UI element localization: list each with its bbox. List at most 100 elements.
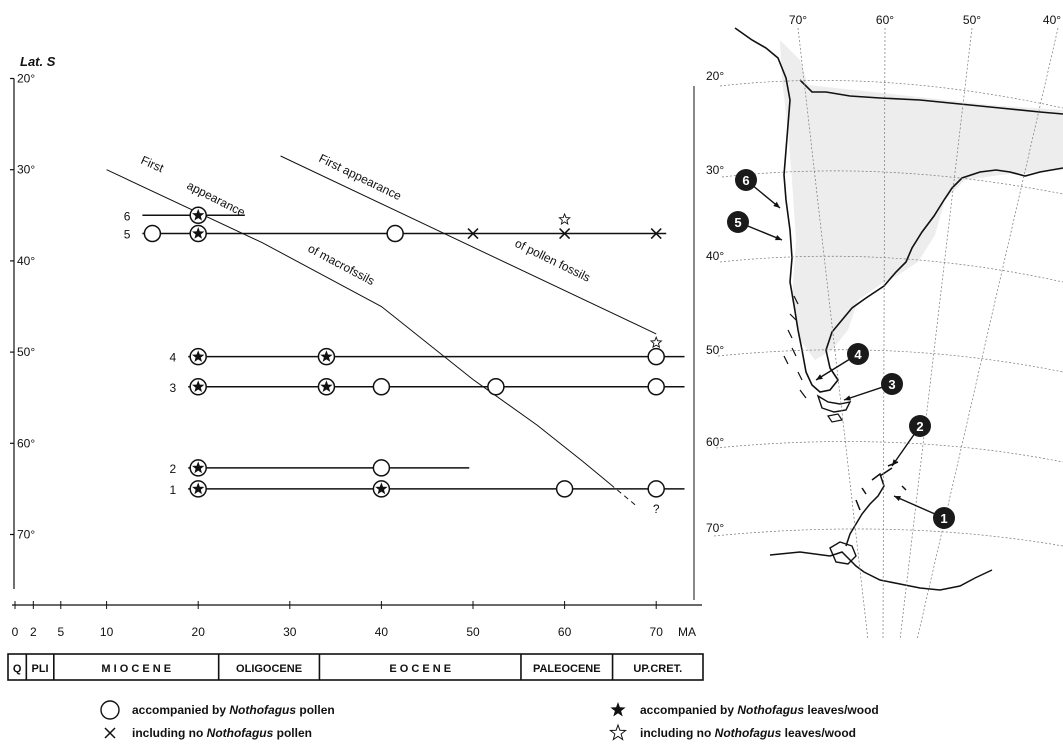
map-marker: 6 (735, 169, 781, 209)
epoch-label: PALEOCENE (533, 663, 601, 675)
y-tick-label: 60° (17, 436, 35, 450)
legend-label: accompanied by Nothofagus leaves/wood (640, 703, 879, 717)
epoch-label: UP.CRET. (633, 663, 682, 675)
y-tick-label: 50° (17, 345, 35, 359)
legend-item: including no Nothofagus leaves/wood (609, 723, 856, 741)
arrow-head (894, 496, 901, 502)
parallel (715, 441, 1063, 463)
legend-cross (104, 727, 116, 739)
legend-item: accompanied by Nothofagus pollen (100, 700, 335, 720)
x-tick-label: 20 (192, 625, 206, 639)
legend-label: including no Nothofagus leaves/wood (640, 726, 856, 740)
marker-circle (372, 378, 391, 396)
latitude-label: 40° (706, 249, 724, 263)
latitude-label: 20° (706, 69, 724, 83)
marker-circle-star (189, 480, 207, 498)
marker-circle-star (317, 378, 336, 396)
marker-number: 6 (742, 173, 749, 188)
marker-circle (143, 224, 162, 243)
marker-circle (647, 480, 665, 498)
antarctic-peninsula (845, 461, 907, 547)
marker-circle-star (189, 378, 207, 396)
map-marker: 5 (727, 211, 783, 241)
map-marker: 1 (893, 495, 955, 529)
latitude-label: 50° (706, 343, 724, 357)
trend-line-dashed (610, 483, 639, 508)
legend-open-star (609, 723, 627, 741)
marker-circle (647, 347, 665, 366)
marker-star (192, 227, 205, 239)
y-tick-label: 40° (17, 254, 35, 268)
x-tick-label: 5 (57, 625, 64, 639)
meridian (797, 27, 869, 640)
longitude-label: 70° (789, 13, 807, 27)
x-tick-label: 2 (30, 625, 37, 639)
marker-star (192, 482, 205, 495)
meridian (899, 27, 973, 640)
marker-circle (647, 480, 665, 498)
site-label: 6 (124, 209, 131, 223)
map-marker: 4 (815, 343, 869, 381)
marker-circle (555, 480, 574, 498)
marker-circle-star (189, 206, 207, 225)
epoch-label: E O C E N E (389, 663, 451, 675)
y-tick-label: 30° (17, 163, 35, 177)
x-tick-label: 0 (12, 625, 19, 639)
legend-label: accompanied by Nothofagus pollen (132, 703, 335, 717)
marker-badge (847, 343, 869, 365)
site-label: 1 (170, 483, 177, 497)
arrow-head (892, 459, 898, 466)
x-tick-label: 30 (283, 625, 297, 639)
legend: accompanied by Nothofagus pollen includin… (100, 700, 879, 741)
epoch-label: OLIGOCENE (236, 663, 302, 675)
tierra-del-fuego (816, 394, 852, 413)
marker-circle (372, 378, 391, 396)
longitude-label: 60° (876, 13, 894, 27)
coastline (734, 27, 1063, 393)
chile-islands (783, 295, 807, 399)
marker-open-star (649, 335, 663, 349)
site-label: 3 (170, 381, 177, 395)
y-axis: 20° 30° 40° 50° 60° 70° (10, 72, 35, 589)
marker-circle (647, 378, 665, 396)
arrow-head (844, 395, 851, 401)
latitude-label: 60° (706, 435, 724, 449)
marker-circle (386, 224, 404, 243)
trend-label: of pollen fossils (513, 236, 593, 285)
site-label: 5 (124, 228, 131, 242)
marker-circle (372, 459, 391, 477)
marker-number: 4 (854, 347, 862, 362)
epoch-bar: Q PLI M I O C E N E OLIGOCENE E O C E N E PAL… (7, 653, 704, 681)
graticule (693, 27, 1063, 640)
marker-circle-star (189, 224, 207, 243)
south-america-map: 70° 60° 50° 40° 20° 30° 40° 50° 60° 70° 6 5 4 3 2 1 (693, 13, 1063, 640)
epoch-label: PLI (31, 663, 48, 675)
y-tick-label: 70° (17, 528, 35, 542)
map-marker: 3 (843, 373, 903, 401)
land-shading (780, 40, 1063, 360)
marker-circle (372, 459, 391, 477)
marker-circle (487, 378, 505, 396)
marker-circle-star (189, 459, 207, 477)
x-tick-label: 40 (375, 625, 389, 639)
y-axis-title: Lat. S (20, 54, 56, 69)
legend-item: accompanied by Nothofagus leaves/wood (610, 702, 879, 717)
marker-badge (933, 507, 955, 529)
site-row: 3 (170, 378, 685, 396)
site-rows: 6 5 4 3 2 1? (124, 206, 685, 516)
coastline-north (799, 79, 1063, 115)
marker-number: 3 (888, 377, 895, 392)
arrow-head (775, 235, 782, 241)
x-tick-label: 50 (466, 625, 480, 639)
marker-badge (909, 415, 931, 437)
trend-label: First (139, 153, 167, 176)
island-ring (829, 541, 857, 565)
marker-circle-star (189, 347, 207, 366)
map-site-markers: 6 5 4 3 2 1 (727, 169, 955, 529)
site-row: 1? (170, 480, 685, 516)
parallel (713, 528, 1063, 547)
site-label: 2 (170, 462, 177, 476)
marker-circle-star (317, 347, 336, 366)
marker-circle-star (372, 480, 391, 498)
